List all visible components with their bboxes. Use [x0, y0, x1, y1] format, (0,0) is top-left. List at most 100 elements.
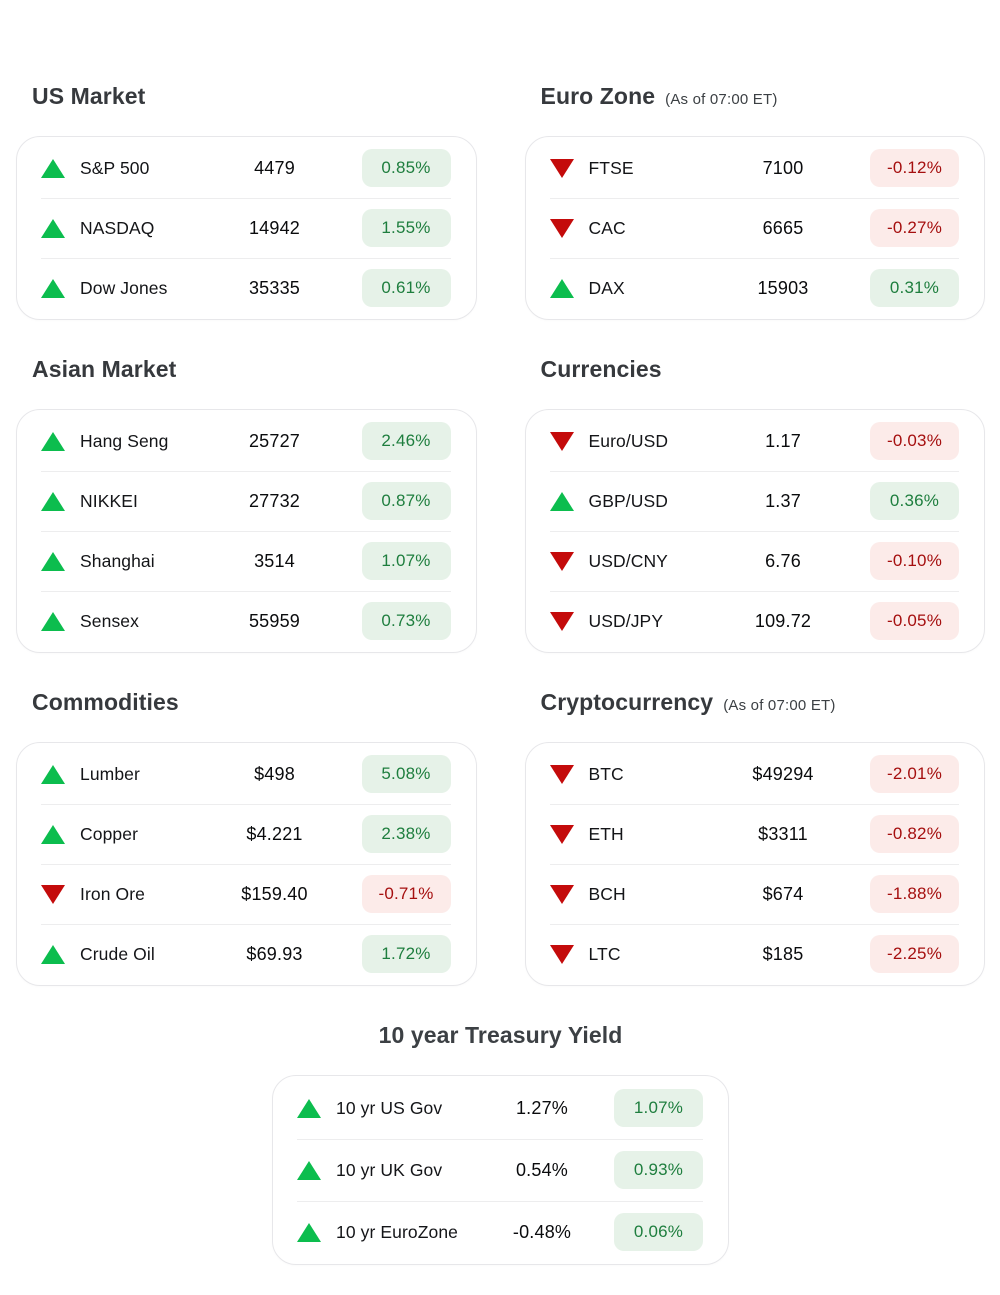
market-row-sp500[interactable]: S&P 500 4479 0.85% [17, 138, 476, 198]
instrument-value: 1.27% [515, 1097, 569, 1118]
change-badge: -0.27% [870, 209, 959, 247]
section-subtitle: (As of 07:00 ET) [665, 91, 778, 108]
market-row-lumber[interactable]: Lumber $498 5.08% [17, 744, 476, 804]
section-title-text: Euro Zone [540, 83, 656, 109]
up-triangle-icon [41, 764, 65, 784]
instrument-label: BCH [588, 883, 626, 904]
down-triangle-icon [549, 551, 574, 571]
up-triangle-icon [549, 491, 574, 511]
section-title-treasury-yield: 10 year Treasury Yield [16, 1022, 985, 1049]
section-title-text: Currencies [540, 356, 662, 382]
change-badge: 0.87% [361, 482, 451, 520]
market-row-nasdaq[interactable]: NASDAQ 14942 1.55% [17, 198, 476, 258]
section-title-cryptocurrency: Cryptocurrency (As of 07:00 ET) [541, 689, 986, 716]
instrument-value: $69.93 [246, 943, 303, 964]
market-row-shanghai[interactable]: Shanghai 3514 1.07% [17, 531, 476, 591]
markets-grid: US Market S&P 500 4479 0.85% NASDAQ 1494… [16, 83, 985, 1022]
section-euro-zone: Euro Zone (As of 07:00 ET) FTSE 7100 -0.1… [524, 83, 985, 320]
change-badge: 0.93% [614, 1151, 703, 1189]
market-row-eur-usd[interactable]: Euro/USD 1.17 -0.03% [526, 411, 985, 471]
market-row-nikkei[interactable]: NIKKEI 27732 0.87% [17, 471, 476, 531]
change-badge: 1.07% [614, 1089, 703, 1127]
down-triangle-icon [549, 158, 574, 178]
up-triangle-icon [41, 431, 65, 451]
market-row-10yr-uk-gov[interactable]: 10 yr UK Gov 0.54% 0.93% [273, 1139, 728, 1201]
down-triangle-icon [549, 611, 574, 631]
market-row-dax[interactable]: DAX 15903 0.31% [526, 258, 985, 318]
instrument-label: GBP/USD [588, 490, 668, 511]
instrument-label: Shanghai [80, 550, 155, 571]
instrument-label: 10 yr EuroZone [336, 1221, 459, 1242]
section-subtitle: (As of 07:00 ET) [723, 697, 836, 714]
section-title-currencies: Currencies [541, 356, 986, 383]
change-badge: 0.31% [870, 269, 959, 307]
market-row-cac[interactable]: CAC 6665 -0.27% [526, 198, 985, 258]
instrument-value: 0.54% [515, 1159, 569, 1180]
market-row-dow-jones[interactable]: Dow Jones 35335 0.61% [17, 258, 476, 318]
market-row-eth[interactable]: ETH $3311 -0.82% [526, 804, 985, 864]
section-title-text: Commodities [32, 689, 179, 715]
market-row-btc[interactable]: BTC $49294 -2.01% [526, 744, 985, 804]
instrument-value: $3311 [758, 823, 808, 844]
instrument-value: 1.37 [765, 490, 801, 511]
market-row-ftse[interactable]: FTSE 7100 -0.12% [526, 138, 985, 198]
change-badge: 1.72% [361, 935, 451, 973]
instrument-value: $674 [762, 883, 804, 904]
change-badge: 1.07% [361, 542, 451, 580]
market-row-crude-oil[interactable]: Crude Oil $69.93 1.72% [17, 924, 476, 984]
instrument-label: FTSE [588, 157, 634, 178]
market-row-10yr-eurozone[interactable]: 10 yr EuroZone -0.48% 0.06% [273, 1201, 728, 1263]
market-row-gbp-usd[interactable]: GBP/USD 1.37 0.36% [526, 471, 985, 531]
euro-zone-panel: FTSE 7100 -0.12% CAC 6665 -0.27% DAX 159… [524, 136, 985, 320]
instrument-label: Lumber [80, 763, 140, 784]
section-title-text: Cryptocurrency [540, 689, 714, 715]
instrument-value: $159.40 [241, 883, 308, 904]
instrument-value: 109.72 [754, 610, 812, 631]
instrument-value: $185 [762, 943, 804, 964]
section-title-text: Asian Market [32, 356, 177, 382]
up-triangle-icon [297, 1222, 321, 1242]
instrument-value: $4.221 [246, 823, 303, 844]
section-title-asian-market: Asian Market [32, 356, 477, 383]
market-row-ltc[interactable]: LTC $185 -2.25% [526, 924, 985, 984]
instrument-label: ETH [588, 823, 624, 844]
change-badge: 1.55% [361, 209, 451, 247]
down-triangle-icon [549, 884, 574, 904]
change-badge: -0.12% [870, 149, 959, 187]
instrument-label: BTC [588, 763, 624, 784]
market-row-hang-seng[interactable]: Hang Seng 25727 2.46% [17, 411, 476, 471]
instrument-value: 1.17 [765, 430, 801, 451]
instrument-value: $498 [254, 763, 295, 784]
down-triangle-icon [549, 944, 574, 964]
section-currencies: Currencies Euro/USD 1.17 -0.03% GBP/USD … [524, 356, 986, 653]
up-triangle-icon [297, 1160, 321, 1180]
market-row-bch[interactable]: BCH $674 -1.88% [526, 864, 985, 924]
up-triangle-icon [41, 944, 65, 964]
section-title-text: US Market [32, 83, 146, 109]
instrument-label: LTC [588, 943, 621, 964]
change-badge: 0.61% [361, 269, 451, 307]
up-triangle-icon [41, 218, 65, 238]
market-row-usd-cny[interactable]: USD/CNY 6.76 -0.10% [526, 531, 985, 591]
change-badge: -0.82% [870, 815, 959, 853]
market-row-copper[interactable]: Copper $4.221 2.38% [17, 804, 476, 864]
instrument-value: 27732 [248, 490, 301, 511]
instrument-label: S&P 500 [80, 157, 150, 178]
market-row-sensex[interactable]: Sensex 55959 0.73% [17, 591, 476, 651]
down-triangle-icon [549, 431, 574, 451]
change-badge: 5.08% [361, 755, 451, 793]
change-badge: -1.88% [870, 875, 959, 913]
change-badge: 2.46% [361, 422, 451, 460]
section-asian-market: Asian Market Hang Seng 25727 2.46% NIKKE… [16, 356, 477, 653]
market-row-usd-jpy[interactable]: USD/JPY 109.72 -0.05% [526, 591, 985, 651]
market-row-iron-ore[interactable]: Iron Ore $159.40 -0.71% [17, 864, 476, 924]
up-triangle-icon [549, 278, 574, 298]
change-badge: -2.25% [870, 935, 959, 973]
up-triangle-icon [41, 824, 65, 844]
change-badge: 0.85% [361, 149, 451, 187]
instrument-label: NIKKEI [80, 490, 138, 511]
instrument-value: $49294 [752, 763, 814, 784]
market-row-10yr-us-gov[interactable]: 10 yr US Gov 1.27% 1.07% [273, 1077, 728, 1139]
commodities-panel: Lumber $498 5.08% Copper $4.221 2.38% Ir… [16, 742, 477, 986]
up-triangle-icon [41, 278, 65, 298]
